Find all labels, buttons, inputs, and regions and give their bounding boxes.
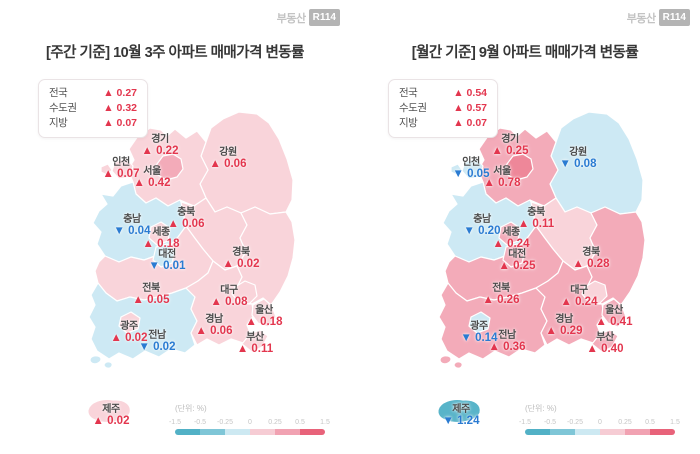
summary-label: 전국 [49,87,68,99]
brand-name-text: 부동산 [276,12,306,25]
scalebar-segment [300,429,325,435]
region-gwangju [118,311,141,334]
scalebar-tick: 0.25 [268,419,282,426]
scalebar-tick: -1.5 [518,419,532,426]
brand-name-text: 부동산 [626,12,656,25]
scalebar-segment [175,429,200,435]
scalebar-ticks: -1.5 -0.5 -0.25 0 0.25 0.5 1.5 [519,419,680,428]
region-jeonnam [88,282,198,369]
summary-row: 수도권 ▲ 0.32 [49,101,137,116]
summary-value: ▲ 0.32 [103,102,137,114]
summary-label: 전국 [399,87,418,99]
scalebar-tick: -0.5 [543,419,557,426]
summary-row: 전국 ▲ 0.27 [49,86,137,101]
region-incheon [100,157,134,180]
brand-logo: 부동산 R114 [627,9,690,26]
scalebar-segment [225,429,250,435]
region-daegu [231,280,258,305]
summary-value: ▲ 0.07 [103,117,137,129]
region-ulsan [251,298,277,328]
summary-value: ▲ 0.27 [103,87,137,99]
scalebar-unit-label: (단위: %) [525,404,557,413]
summary-label: 수도권 [49,102,77,114]
region-daejeon [152,243,176,268]
region-gangwon [199,111,294,215]
region-incheon [450,157,484,180]
scalebar-segment [650,429,675,435]
summary-row: 수도권 ▲ 0.57 [399,101,487,116]
scalebar-segment [250,429,275,435]
scalebar-gradient-bar [525,429,675,435]
region-sejong [498,221,521,246]
summary-value: ▲ 0.54 [453,87,487,99]
summary-row: 전국 ▲ 0.54 [399,86,487,101]
scalebar-segment [575,429,600,435]
region-busan [241,329,269,353]
region-jeju [87,398,131,424]
summary-value: ▲ 0.57 [453,102,487,114]
scalebar-tick: 0.5 [295,419,305,426]
brand-logo: 부동산 R114 [277,9,340,26]
region-daegu [581,280,608,305]
scalebar: (단위: %) -1.5 -0.5 -0.25 0 0.25 0.5 1.5 [169,403,330,435]
summary-row: 지방 ▲ 0.07 [399,116,487,131]
region-daejeon [502,243,526,268]
korea-map-monthly [437,111,646,424]
scalebar-tick: -0.25 [567,419,583,426]
scalebar-tick: -0.5 [193,419,207,426]
summary-box: 전국 ▲ 0.54 수도권 ▲ 0.57 지방 ▲ 0.07 [388,79,498,138]
scalebar-segment [600,429,625,435]
scalebar-tick: 0 [598,419,602,426]
scalebar-segment [525,429,550,435]
scalebar-segment [550,429,575,435]
scalebar-tick: 1.5 [320,419,330,426]
scalebar: (단위: %) -1.5 -0.5 -0.25 0 0.25 0.5 1.5 [519,403,680,435]
summary-box: 전국 ▲ 0.27 수도권 ▲ 0.32 지방 ▲ 0.07 [38,79,148,138]
scalebar-ticks: -1.5 -0.5 -0.25 0 0.25 0.5 1.5 [169,419,330,428]
region-jeju [437,398,481,424]
scalebar-unit-label: (단위: %) [175,404,207,413]
scalebar-tick: 0 [248,419,252,426]
r114-logo-icon: R114 [308,9,340,26]
scalebar-tick: 0.25 [618,419,632,426]
region-gwangju [468,311,491,334]
region-seoul [504,153,534,181]
scalebar-segment [275,429,300,435]
r114-logo-icon: R114 [658,9,690,26]
region-jeonnam [438,282,548,369]
summary-label: 지방 [49,117,68,129]
region-ulsan [601,298,627,328]
summary-row: 지방 ▲ 0.07 [49,116,137,131]
region-gangwon [549,111,644,215]
summary-label: 수도권 [399,102,427,114]
page-title-monthly: [월간 기준] 9월 아파트 매매가격 변동률 [411,45,639,61]
summary-value: ▲ 0.07 [453,117,487,129]
region-seoul [154,153,184,181]
scalebar-segment [200,429,225,435]
scalebar-tick: 1.5 [670,419,680,426]
panel-weekly: 부동산 R114 [주간 기준] 10월 3주 아파트 매매가격 변동률 전국 ▲… [38,9,340,435]
korea-map-weekly [87,111,296,424]
scalebar-tick: 0.5 [645,419,655,426]
region-sejong [148,221,171,246]
region-busan [591,329,619,353]
scalebar-segment [625,429,650,435]
page-title-weekly: [주간 기준] 10월 3주 아파트 매매가격 변동률 [46,45,304,61]
summary-label: 지방 [399,117,418,129]
panel-monthly: 부동산 R114 [월간 기준] 9월 아파트 매매가격 변동률 전국 ▲ 0.5… [350,0,700,454]
scalebar-tick: -1.5 [168,419,182,426]
scalebar-tick: -0.25 [217,419,233,426]
scalebar-gradient-bar [175,429,325,435]
